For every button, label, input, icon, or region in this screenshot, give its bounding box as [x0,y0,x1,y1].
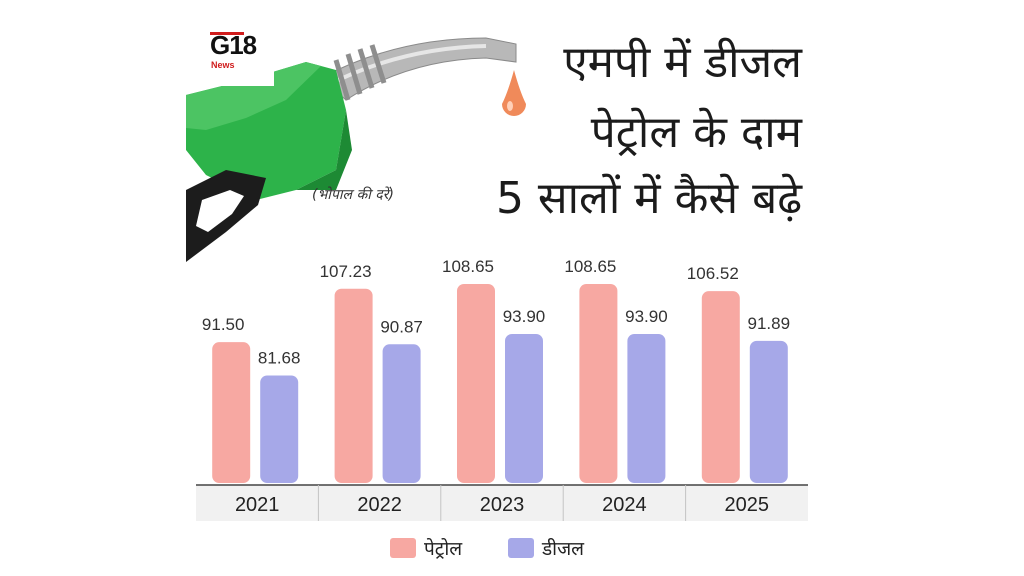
petrol-bar [334,288,373,483]
data-label: 107.23 [320,262,372,281]
title-line-1: एमपी में डीजल [563,37,802,88]
petrol-bar [457,283,495,483]
legend-label-petrol: पेट्रोल [424,537,463,560]
x-tick-label: 2024 [602,494,647,516]
data-label: 108.65 [564,257,616,276]
chart-subtitle: (भोपाल की दरें) [312,187,394,203]
data-label: 91.89 [748,314,791,333]
data-label: 91.50 [202,315,245,334]
diesel-bar [260,375,299,483]
g18-logo: G18 News [196,24,274,86]
x-tick-label: 2023 [480,494,525,516]
petrol-bar [579,283,618,483]
diesel-bar [505,334,543,483]
petrol-bar [701,291,740,483]
x-tick-label: 2022 [357,494,402,516]
data-label: 106.52 [687,264,739,283]
legend-swatch-diesel [508,538,534,558]
x-tick-label: 2025 [725,494,770,516]
data-label: 108.65 [442,257,494,276]
data-label: 90.87 [380,317,423,336]
diesel-bar [749,340,788,483]
x-tick-label: 2021 [235,494,280,516]
title-line-2: पेट्रोल के दाम [590,107,802,158]
title-line-3: 5 सालों में कैसे बढ़े [495,173,802,224]
diesel-bar [382,344,421,483]
x-axis-band [196,485,808,521]
fuel-nozzle-icon [186,37,526,262]
logo-subtext: News [211,60,235,70]
legend-swatch-petrol [390,538,416,558]
data-label: 81.68 [258,348,301,367]
data-label: 93.90 [503,307,546,326]
diesel-bar [627,334,666,483]
legend-label-diesel: डीजल [541,537,585,560]
data-label: 93.90 [625,307,668,326]
logo-text: G18 [210,30,257,60]
petrol-bar [212,342,251,483]
